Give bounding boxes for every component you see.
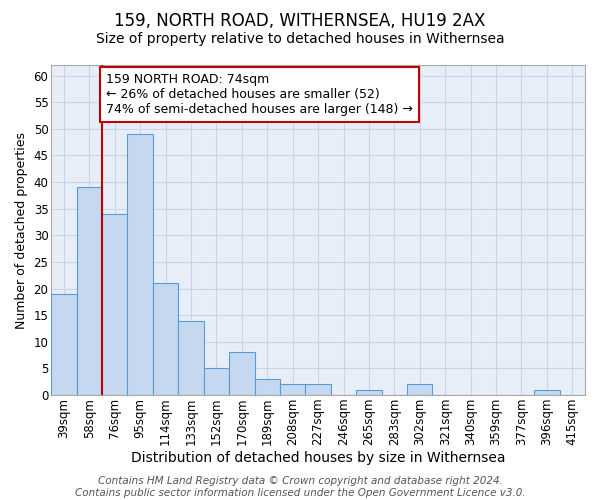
Y-axis label: Number of detached properties: Number of detached properties <box>15 132 28 328</box>
Bar <box>534 390 560 395</box>
X-axis label: Distribution of detached houses by size in Withernsea: Distribution of detached houses by size … <box>131 451 505 465</box>
Bar <box>204 368 229 395</box>
Bar <box>356 390 382 395</box>
Bar <box>229 352 254 395</box>
Bar <box>51 294 77 395</box>
Bar <box>127 134 153 395</box>
Bar <box>407 384 433 395</box>
Text: Size of property relative to detached houses in Withernsea: Size of property relative to detached ho… <box>95 32 505 46</box>
Bar <box>102 214 127 395</box>
Text: 159 NORTH ROAD: 74sqm
← 26% of detached houses are smaller (52)
74% of semi-deta: 159 NORTH ROAD: 74sqm ← 26% of detached … <box>106 73 413 116</box>
Text: Contains HM Land Registry data © Crown copyright and database right 2024.
Contai: Contains HM Land Registry data © Crown c… <box>74 476 526 498</box>
Bar <box>254 379 280 395</box>
Bar <box>305 384 331 395</box>
Bar <box>178 320 204 395</box>
Bar <box>153 284 178 395</box>
Bar <box>77 188 102 395</box>
Text: 159, NORTH ROAD, WITHERNSEA, HU19 2AX: 159, NORTH ROAD, WITHERNSEA, HU19 2AX <box>115 12 485 30</box>
Bar <box>280 384 305 395</box>
